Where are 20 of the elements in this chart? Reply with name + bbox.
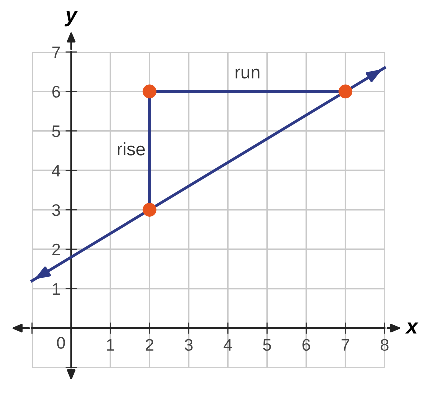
x-tick-label: 2 <box>146 339 154 351</box>
y-tick-label: 5 <box>52 126 60 138</box>
y-axis-title: y <box>64 11 78 27</box>
x-tick-label: 8 <box>380 339 389 352</box>
x-tick-label: 4 <box>224 339 232 351</box>
annotation: run <box>236 68 260 79</box>
y-tick-label: 4 <box>52 165 61 177</box>
x-tick-label: 1 <box>107 339 114 351</box>
y-tick-label: 2 <box>52 244 60 256</box>
x-tick-label: 3 <box>184 339 193 352</box>
x-tick-label: 6 <box>302 339 310 352</box>
x-tick-label: 0 <box>57 337 66 349</box>
x-tick-label: 7 <box>342 339 350 351</box>
x-axis-title: x <box>405 322 419 334</box>
y-tick-label: 1 <box>53 284 60 295</box>
y-tick-label: 3 <box>52 204 60 216</box>
x-tick-label: 5 <box>263 339 272 352</box>
y-tick-label: 6 <box>52 86 60 98</box>
y-tick-label: 7 <box>52 46 60 58</box>
annotation: rise <box>118 142 146 156</box>
